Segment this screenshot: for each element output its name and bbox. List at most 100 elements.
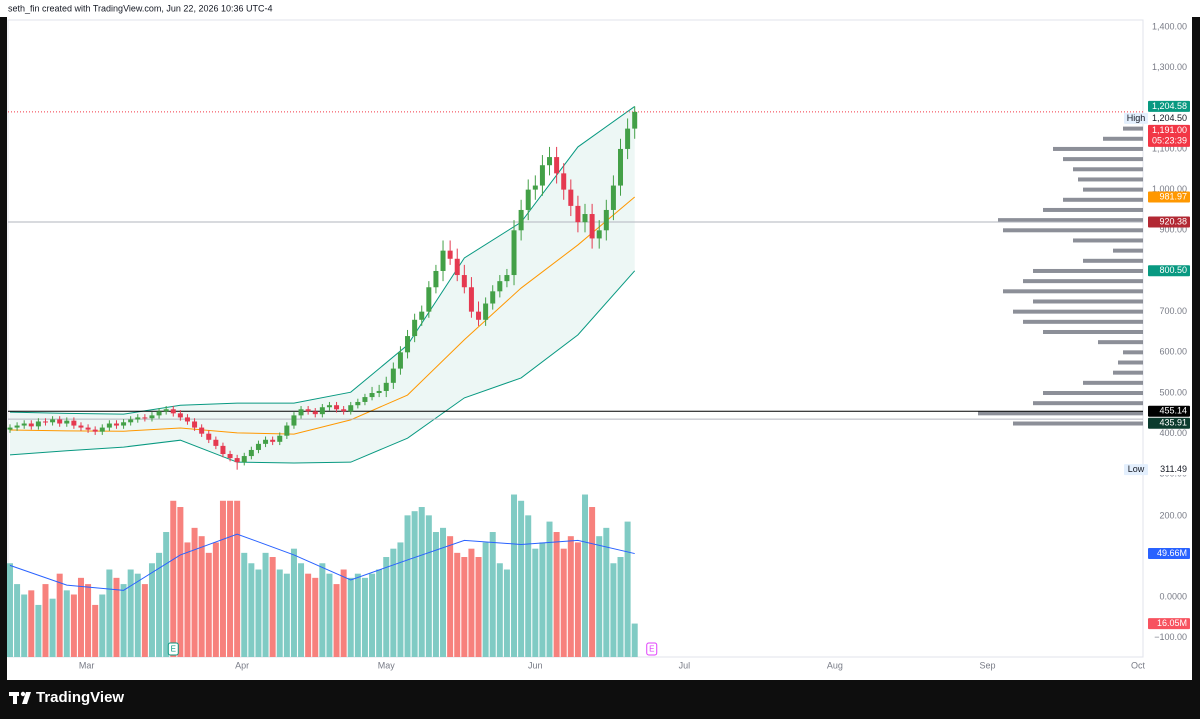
candle-body [78,425,84,428]
candle-body [412,319,418,337]
volume-bar [425,515,432,657]
price-label: 1,204.50 [1152,113,1187,123]
candle-body [483,303,489,320]
volume-bar [312,577,319,657]
volume-bar [496,563,503,657]
volume-bar [170,500,177,657]
y-tick-label: 1,100.00 [1152,143,1187,153]
volume-bar [518,500,525,657]
volume-bar [305,573,312,657]
volume-bar [120,584,127,657]
candle-body [312,411,318,415]
price-label: 435.91 [1159,418,1187,428]
band-fill [9,106,635,463]
volume-bar [184,542,191,657]
candle-body [334,405,340,410]
volume-bar [6,563,13,657]
volume-bar [532,548,539,657]
profile-bar [1078,177,1143,182]
volume-bar [468,548,475,657]
candle-body [128,419,134,423]
volume-bar [219,500,226,657]
volume-bar [589,507,596,657]
candle-body [277,435,283,442]
volume-bar [198,536,205,657]
candle-body [582,214,588,223]
profile-bar [1013,309,1143,314]
profile-bar [1123,126,1143,131]
candle-body [213,439,219,446]
brand-name: TradingView [36,689,124,706]
candle-body [263,439,269,444]
profile-bar [1083,187,1143,192]
candle-body [199,427,205,434]
price-label: 311.49 [1160,464,1187,474]
price-tag: Low [1128,464,1145,474]
candle-body [284,425,290,436]
y-tick-label: 1,300.00 [1152,62,1187,72]
candle-body [305,409,311,412]
candle-body [192,421,198,428]
x-tick-label: Aug [827,660,843,670]
candle-body [547,157,553,166]
candle-body [504,275,510,282]
volume-bar [49,598,56,657]
candle-body [511,230,517,276]
price-label: 920.38 [1159,216,1187,226]
volume-bar [610,563,617,657]
volume-ma [9,533,635,591]
candle-body [14,425,20,428]
volume-bar [298,563,305,657]
profile-bar [1098,340,1143,345]
y-tick-label: 1,400.00 [1152,21,1187,31]
candle-body [270,439,276,442]
volume-bar [333,584,340,657]
profile-bar [998,218,1143,223]
candle-body [561,173,567,190]
volume-bar [212,542,219,657]
volume-bar [127,569,134,657]
volume-bar [177,507,184,657]
candle-body [618,148,624,186]
volume-bar [582,494,589,657]
price-label: 455.14 [1159,406,1187,416]
y-tick-label: 400.00 [1159,428,1187,438]
candle-body [21,423,27,426]
volume-bar [347,577,354,657]
volume-bar [283,573,290,657]
volume-bar [241,552,248,657]
candle-body [461,275,467,288]
candle-body [177,413,183,418]
price-tag-box [1124,464,1148,476]
x-tick-label: Apr [235,660,249,670]
volume-bar [262,552,269,657]
volume-bar [326,573,333,657]
profile-bar [1013,421,1143,426]
header-bar [0,0,1200,17]
candle-body [532,185,538,190]
candle-body [326,405,332,408]
volume-bar [418,507,425,657]
candle-body [184,417,190,422]
candle-body [625,128,631,149]
candle-body [248,449,254,457]
volume-tick-label: 0.0000 [1159,591,1187,601]
volume-bar [390,548,397,657]
candle-body [121,422,127,426]
candle-body [554,157,560,174]
profile-bar [1003,289,1143,294]
x-tick-label: May [378,660,396,670]
candle-body [426,287,432,312]
volume-bar [70,594,77,657]
candle-body [397,352,403,369]
profile-bar [1073,167,1143,172]
volume-bar [290,548,297,657]
candle-body [405,336,411,353]
candle-body [596,230,602,239]
profile-bar [978,411,1143,416]
y-tick-label: 700.00 [1159,306,1187,316]
volume-bar [397,542,404,657]
volume-bar [447,536,454,657]
profile-bar [1043,207,1143,212]
